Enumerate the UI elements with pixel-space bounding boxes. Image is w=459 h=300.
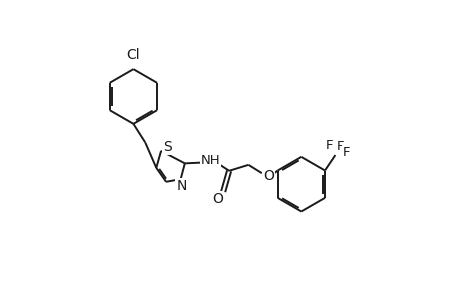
Text: S: S (163, 140, 172, 154)
Text: N: N (176, 179, 186, 193)
Text: O: O (212, 192, 223, 206)
Text: NH: NH (200, 154, 220, 167)
Text: F: F (336, 140, 344, 153)
Text: Cl: Cl (126, 48, 140, 62)
Text: F: F (325, 139, 332, 152)
Text: F: F (342, 146, 350, 159)
Text: O: O (263, 169, 273, 183)
